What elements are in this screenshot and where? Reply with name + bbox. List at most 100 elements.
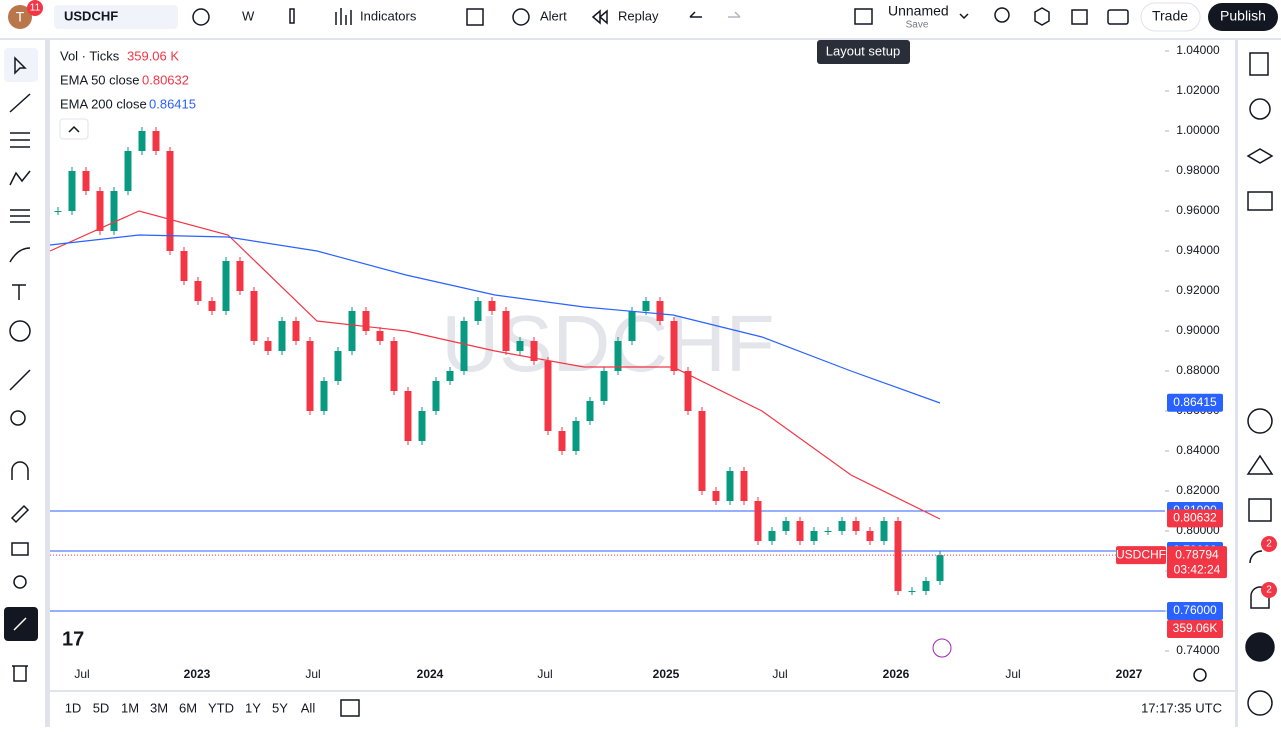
range-button[interactable]: 5Y: [272, 700, 288, 715]
indicators-icon: [335, 8, 352, 25]
candle-body: [334, 351, 342, 381]
y-tick-label: 0.98000: [1176, 163, 1220, 177]
range-button[interactable]: 1D: [65, 700, 82, 715]
date-range-icon[interactable]: [340, 699, 360, 717]
quick-search[interactable]: [994, 7, 1010, 23]
replay-button[interactable]: Replay: [618, 8, 659, 23]
candle-body: [278, 321, 286, 351]
candle-body: [684, 371, 692, 411]
price-tag-label: 0.78794: [1175, 547, 1219, 561]
drawing-tools: [4, 48, 38, 682]
candle-body: [600, 371, 608, 401]
candle-body: [796, 521, 804, 541]
y-tick-label: 0.94000: [1176, 243, 1220, 257]
layout-icon[interactable]: [854, 8, 873, 25]
x-tick-label: 2024: [417, 667, 444, 681]
y-tick-label: 1.00000: [1176, 123, 1220, 137]
level-tag-label: 0.76000: [1173, 603, 1217, 617]
settings[interactable]: [1034, 7, 1050, 26]
axis-settings[interactable]: [1193, 668, 1207, 682]
candle-body: [446, 371, 454, 381]
layout-save: Save: [906, 20, 929, 31]
candle-body: [152, 131, 160, 151]
layout-name[interactable]: Unnamed: [888, 3, 949, 19]
volume-tag: [1167, 620, 1223, 638]
candle-body: [866, 531, 874, 541]
ema-tag-label: 0.80632: [1173, 511, 1217, 525]
candle-body: [894, 521, 902, 591]
x-tick-label: 2027: [1116, 667, 1143, 681]
range-button[interactable]: YTD: [208, 700, 234, 715]
candle-body: [908, 591, 916, 592]
ema50-legend-value: 0.80632: [142, 72, 189, 87]
undo[interactable]: [689, 11, 702, 18]
candle-body: [726, 471, 734, 501]
badge-count: 2: [1266, 585, 1272, 596]
candle-body: [124, 151, 132, 191]
layout-menu[interactable]: [959, 13, 969, 20]
candle-body: [502, 311, 510, 351]
price-tag: [1167, 546, 1227, 579]
countdown: 03:42:24: [1174, 562, 1221, 576]
candle-body: [712, 491, 720, 501]
interval[interactable]: W: [242, 8, 255, 23]
trade-button[interactable]: [1140, 2, 1201, 32]
y-tick-label: 0.90000: [1176, 323, 1220, 337]
candle-body: [614, 341, 622, 371]
candle-body: [82, 171, 90, 191]
avatar[interactable]: [8, 5, 32, 29]
candle-body: [194, 281, 202, 301]
range-button[interactable]: 1M: [121, 700, 139, 715]
right-toolbar: [1238, 40, 1281, 727]
candle-body: [586, 401, 594, 421]
indicators-button[interactable]: Indicators: [360, 8, 417, 23]
candle-body: [362, 311, 370, 331]
range-button[interactable]: 6M: [179, 700, 197, 715]
ema50-legend: EMA 50 close: [60, 72, 140, 87]
collapse-legend[interactable]: [59, 118, 89, 140]
candle-body: [922, 581, 930, 591]
range-button[interactable]: 3M: [150, 700, 168, 715]
publish-label: Publish: [1220, 8, 1266, 24]
range-button[interactable]: All: [301, 700, 316, 715]
avatar-initial: T: [16, 9, 25, 25]
candle-body: [880, 521, 888, 541]
chart-type-icon[interactable]: [289, 8, 295, 24]
candle-body: [390, 341, 398, 391]
candle-body: [740, 471, 748, 501]
templates-icon[interactable]: [466, 8, 484, 26]
candle-body: [348, 311, 356, 351]
candle-body: [838, 521, 846, 531]
candle-body: [460, 321, 468, 371]
candle-body: [68, 171, 76, 211]
level-tag: [1167, 602, 1223, 620]
fullscreen[interactable]: [1071, 9, 1088, 25]
candle-body: [166, 151, 174, 251]
candle-body: [936, 555, 944, 581]
symbol-search[interactable]: [54, 5, 178, 29]
symbol-tag: [1116, 546, 1166, 565]
event-icon[interactable]: [932, 638, 952, 658]
ema200-legend: EMA 200 close: [60, 96, 147, 111]
range-button[interactable]: 1Y: [245, 700, 261, 715]
candle-body: [138, 131, 146, 151]
candle-body: [306, 341, 314, 411]
screenshot[interactable]: [1107, 9, 1129, 25]
publish-button[interactable]: [1208, 3, 1278, 31]
x-tick-label: Jul: [305, 667, 320, 681]
x-tick-label: 2025: [653, 667, 680, 681]
range-button[interactable]: 5D: [93, 700, 110, 715]
y-tick-label: 0.84000: [1176, 443, 1220, 457]
candle-body: [432, 381, 440, 411]
compare-icon[interactable]: [192, 8, 210, 26]
ema200-legend-value: 0.86415: [149, 96, 196, 111]
y-tick-label: 0.74000: [1176, 643, 1220, 657]
alert-button[interactable]: Alert: [540, 8, 567, 23]
redo[interactable]: [728, 11, 741, 18]
alert-icon: [512, 8, 530, 26]
candle-body: [376, 331, 384, 341]
candle-body: [516, 341, 524, 351]
candle-body: [642, 301, 650, 311]
candle-body: [264, 341, 272, 351]
candle-body: [418, 411, 426, 441]
